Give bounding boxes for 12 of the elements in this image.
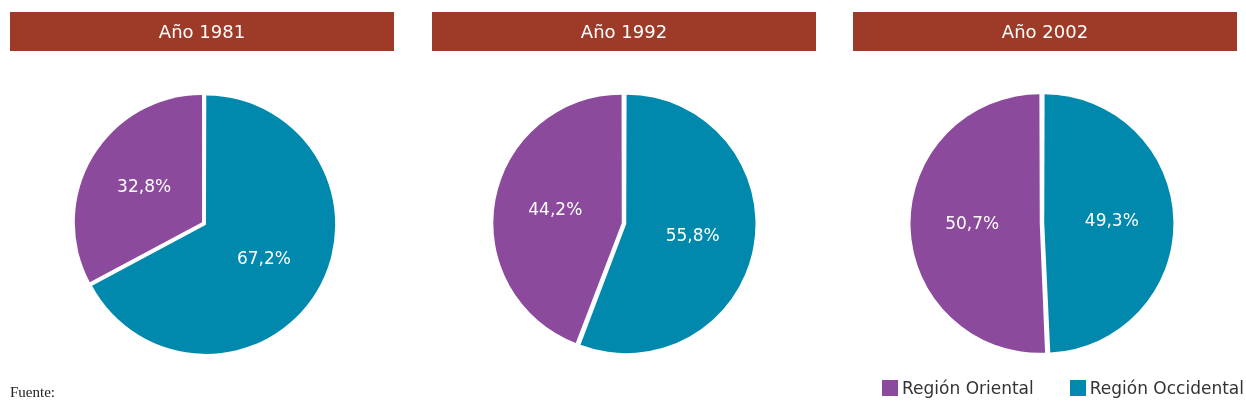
chart-title: Año 1981 (10, 12, 394, 51)
data-label: 49,3% (1084, 210, 1139, 231)
data-label: 55,8% (665, 224, 720, 245)
source-note: Fuente: (10, 384, 55, 401)
legend-label: Región Oriental (902, 378, 1034, 398)
chart-title: Año 2002 (853, 12, 1237, 51)
chart-title: Año 1992 (432, 12, 816, 51)
data-label: 32,8% (117, 175, 172, 196)
data-label: 50,7% (945, 213, 1000, 234)
data-label: 44,2% (528, 199, 583, 220)
legend-label: Región Occidental (1089, 378, 1244, 398)
data-label: 67,2% (236, 247, 291, 268)
